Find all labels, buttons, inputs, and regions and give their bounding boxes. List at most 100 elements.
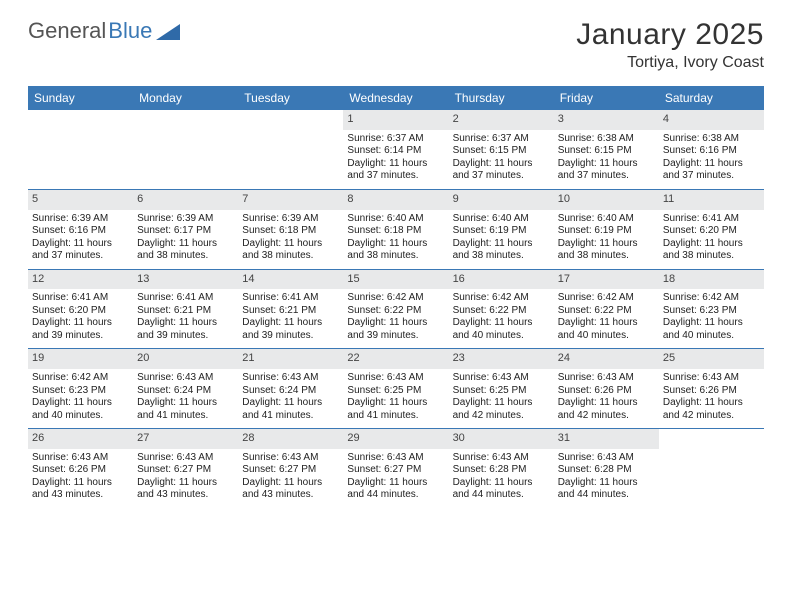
dayname: Sunday: [28, 86, 133, 110]
sunrise-line: Sunrise: 6:43 AM: [558, 372, 655, 385]
day-number: 28: [238, 429, 343, 449]
day-cell: 18Sunrise: 6:42 AMSunset: 6:23 PMDayligh…: [659, 270, 764, 349]
week-row: 19Sunrise: 6:42 AMSunset: 6:23 PMDayligh…: [28, 349, 764, 429]
sunset-line: Sunset: 6:25 PM: [347, 385, 444, 398]
sunset-line: Sunset: 6:19 PM: [558, 225, 655, 238]
sunset-line: Sunset: 6:24 PM: [242, 385, 339, 398]
sunrise-line: Sunrise: 6:42 AM: [453, 292, 550, 305]
day-number: 25: [659, 349, 764, 369]
dayname: Monday: [133, 86, 238, 110]
dayname-row: SundayMondayTuesdayWednesdayThursdayFrid…: [28, 86, 764, 110]
day-number: 4: [659, 110, 764, 130]
daylight-line: Daylight: 11 hours and 37 minutes.: [558, 158, 655, 183]
sunrise-line: Sunrise: 6:43 AM: [242, 372, 339, 385]
sunrise-line: Sunrise: 6:40 AM: [347, 213, 444, 226]
daylight-line: Daylight: 11 hours and 39 minutes.: [32, 317, 129, 342]
sunset-line: Sunset: 6:22 PM: [558, 305, 655, 318]
dayname: Tuesday: [238, 86, 343, 110]
day-cell: 15Sunrise: 6:42 AMSunset: 6:22 PMDayligh…: [343, 270, 448, 349]
day-number: 31: [554, 429, 659, 449]
daylight-line: Daylight: 11 hours and 38 minutes.: [558, 238, 655, 263]
dayname: Saturday: [659, 86, 764, 110]
day-number: 29: [343, 429, 448, 449]
daylight-line: Daylight: 11 hours and 39 minutes.: [242, 317, 339, 342]
day-cell: 13Sunrise: 6:41 AMSunset: 6:21 PMDayligh…: [133, 270, 238, 349]
sunset-line: Sunset: 6:28 PM: [558, 464, 655, 477]
daylight-line: Daylight: 11 hours and 42 minutes.: [663, 397, 760, 422]
daylight-line: Daylight: 11 hours and 37 minutes.: [453, 158, 550, 183]
sunset-line: Sunset: 6:23 PM: [32, 385, 129, 398]
day-cell: 21 Sunrise: 6:43 AMSunset: 6:24 PMDayligh…: [238, 349, 343, 428]
day-cell: 11Sunrise: 6:41 AMSunset: 6:20 PMDayligh…: [659, 190, 764, 269]
day-number: 21: [238, 349, 343, 369]
sunrise-line: Sunrise: 6:43 AM: [32, 452, 129, 465]
daylight-line: Daylight: 11 hours and 41 minutes.: [242, 397, 339, 422]
daylight-line: Daylight: 11 hours and 41 minutes.: [347, 397, 444, 422]
week-row: 12Sunrise: 6:41 AMSunset: 6:20 PMDayligh…: [28, 270, 764, 350]
daylight-line: Daylight: 11 hours and 44 minutes.: [453, 477, 550, 502]
day-cell: [238, 110, 343, 189]
daylight-line: Daylight: 11 hours and 37 minutes.: [663, 158, 760, 183]
daylight-line: Daylight: 11 hours and 38 minutes.: [347, 238, 444, 263]
week-row: 26Sunrise: 6:43 AMSunset: 6:26 PMDayligh…: [28, 429, 764, 508]
day-number: 12: [28, 270, 133, 290]
day-cell: 16Sunrise: 6:42 AMSunset: 6:22 PMDayligh…: [449, 270, 554, 349]
sunset-line: Sunset: 6:20 PM: [663, 225, 760, 238]
sunrise-line: Sunrise: 6:41 AM: [663, 213, 760, 226]
sunset-line: Sunset: 6:16 PM: [663, 145, 760, 158]
sunset-line: Sunset: 6:25 PM: [453, 385, 550, 398]
sunset-line: Sunset: 6:15 PM: [453, 145, 550, 158]
brand-logo: GeneralBlue: [28, 18, 180, 44]
day-number: 7: [238, 190, 343, 210]
week-row: 5Sunrise: 6:39 AMSunset: 6:16 PMDaylight…: [28, 190, 764, 270]
dayname: Thursday: [449, 86, 554, 110]
sunrise-line: Sunrise: 6:39 AM: [137, 213, 234, 226]
sunset-line: Sunset: 6:17 PM: [137, 225, 234, 238]
day-number: 22: [343, 349, 448, 369]
daylight-line: Daylight: 11 hours and 38 minutes.: [242, 238, 339, 263]
day-cell: 17Sunrise: 6:42 AMSunset: 6:22 PMDayligh…: [554, 270, 659, 349]
daylight-line: Daylight: 11 hours and 37 minutes.: [32, 238, 129, 263]
sunrise-line: Sunrise: 6:41 AM: [242, 292, 339, 305]
day-number: 26: [28, 429, 133, 449]
sunrise-line: Sunrise: 6:40 AM: [453, 213, 550, 226]
sunrise-line: Sunrise: 6:42 AM: [663, 292, 760, 305]
brand-text-1: General: [28, 18, 106, 44]
sunset-line: Sunset: 6:27 PM: [137, 464, 234, 477]
sunset-line: Sunset: 6:27 PM: [242, 464, 339, 477]
daylight-line: Daylight: 11 hours and 40 minutes.: [453, 317, 550, 342]
sunset-line: Sunset: 6:28 PM: [453, 464, 550, 477]
sunrise-line: Sunrise: 6:43 AM: [558, 452, 655, 465]
day-number: 14: [238, 270, 343, 290]
daylight-line: Daylight: 11 hours and 43 minutes.: [32, 477, 129, 502]
week-row: 1Sunrise: 6:37 AMSunset: 6:14 PMDaylight…: [28, 110, 764, 190]
weeks-container: 1Sunrise: 6:37 AMSunset: 6:14 PMDaylight…: [28, 110, 764, 508]
day-cell: 4Sunrise: 6:38 AMSunset: 6:16 PMDaylight…: [659, 110, 764, 189]
day-number: 1: [343, 110, 448, 130]
daylight-line: Daylight: 11 hours and 40 minutes.: [32, 397, 129, 422]
day-cell: 5Sunrise: 6:39 AMSunset: 6:16 PMDaylight…: [28, 190, 133, 269]
daylight-line: Daylight: 11 hours and 37 minutes.: [347, 158, 444, 183]
day-number: 19: [28, 349, 133, 369]
daylight-line: Daylight: 11 hours and 43 minutes.: [242, 477, 339, 502]
daylight-line: Daylight: 11 hours and 39 minutes.: [347, 317, 444, 342]
sunrise-line: Sunrise: 6:43 AM: [137, 452, 234, 465]
daylight-line: Daylight: 11 hours and 41 minutes.: [137, 397, 234, 422]
location-text: Tortiya, Ivory Coast: [576, 54, 764, 72]
day-cell: 19Sunrise: 6:42 AMSunset: 6:23 PMDayligh…: [28, 349, 133, 428]
day-number: 17: [554, 270, 659, 290]
day-number: 24: [554, 349, 659, 369]
sunset-line: Sunset: 6:26 PM: [663, 385, 760, 398]
day-cell: 9Sunrise: 6:40 AMSunset: 6:19 PMDaylight…: [449, 190, 554, 269]
sunrise-line: Sunrise: 6:41 AM: [32, 292, 129, 305]
sunset-line: Sunset: 6:26 PM: [558, 385, 655, 398]
day-cell: 12Sunrise: 6:41 AMSunset: 6:20 PMDayligh…: [28, 270, 133, 349]
sunset-line: Sunset: 6:22 PM: [453, 305, 550, 318]
day-number: 15: [343, 270, 448, 290]
sunrise-line: Sunrise: 6:41 AM: [137, 292, 234, 305]
brand-text-2: Blue: [108, 18, 152, 44]
day-cell: [133, 110, 238, 189]
brand-triangle-icon: [156, 22, 180, 40]
day-cell: 29Sunrise: 6:43 AMSunset: 6:27 PMDayligh…: [343, 429, 448, 508]
month-title: January 2025: [576, 18, 764, 52]
